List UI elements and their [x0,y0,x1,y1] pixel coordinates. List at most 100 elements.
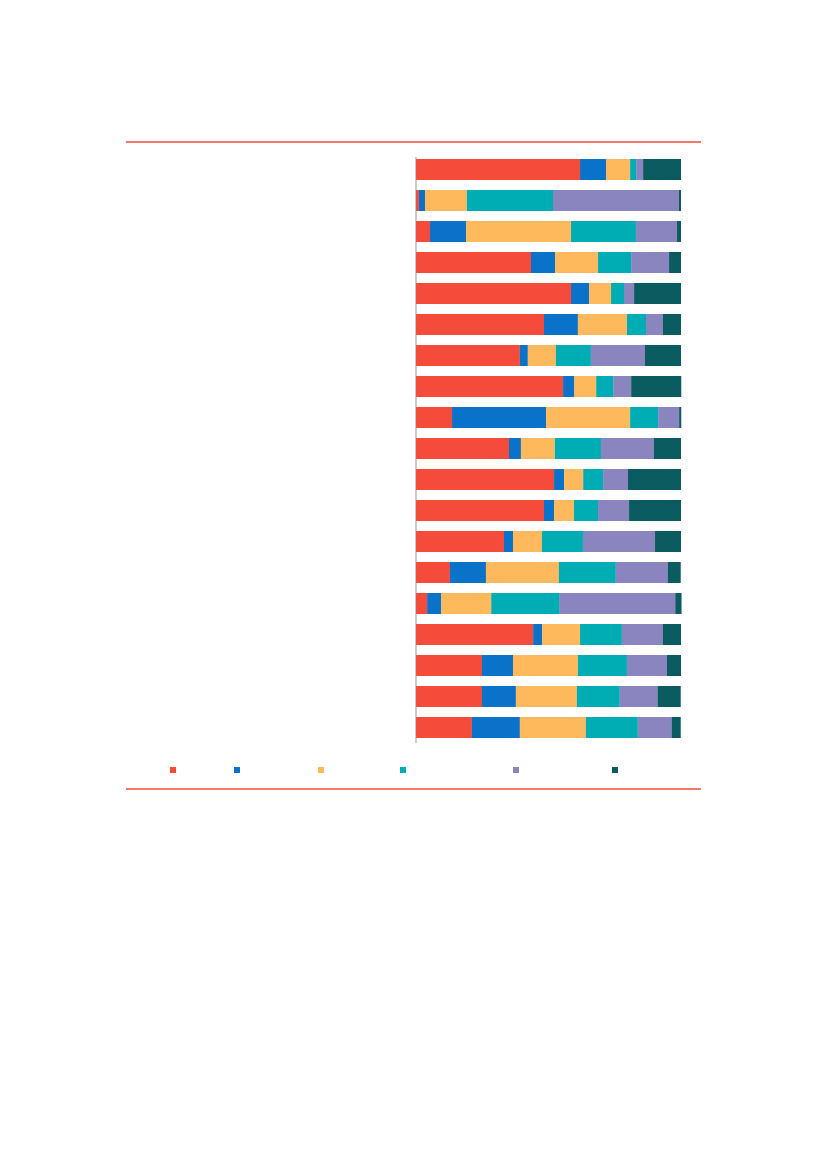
bar-segment [574,376,597,397]
bar-segment [554,500,574,521]
bar-segment [416,252,532,273]
bar-segment [485,562,559,583]
bar-segment [580,159,607,180]
bar-segment [416,438,510,459]
bar-segment [583,469,604,490]
bar-segment [555,345,591,366]
bar-segment [533,624,543,645]
bar-segment [427,593,442,614]
bar-segment [471,717,520,738]
legend-swatch [234,767,240,773]
bar-segment [519,345,528,366]
legend-swatch [400,767,406,773]
bar-segment [635,221,678,242]
bar-segment [527,345,556,366]
bar-segment [416,345,520,366]
bar-segment [628,469,681,490]
bar-segment [667,562,681,583]
bar-segment [416,593,428,614]
bar-segment [589,283,612,304]
bar-segment [598,252,632,273]
bar-segment [621,624,663,645]
bar-segment [634,283,681,304]
bar-segment [519,717,586,738]
bar-segment [677,221,681,242]
bar-segment [543,314,578,335]
bar-segment [577,655,627,676]
bar-segment [466,190,554,211]
bar-segment [571,283,590,304]
bar-segment [503,531,513,552]
bar-segment [658,407,680,428]
bar-segment [416,624,534,645]
bar-segment [636,159,644,180]
bar-segment [520,438,555,459]
bar-segment [582,531,656,552]
bar-segment [600,438,654,459]
bar-segment [541,531,583,552]
bar-segment [416,562,450,583]
bar-segment [509,438,521,459]
bar-segment [615,562,668,583]
legend-swatch [612,767,618,773]
bar-segment [512,655,578,676]
bar-segment [491,593,560,614]
bar-segment [669,252,681,273]
bar-segment [675,593,682,614]
bar-segment [441,593,492,614]
bar-segment [666,655,681,676]
bar-segment [449,562,486,583]
bar-segment [571,221,636,242]
bar-segment [416,686,482,707]
bar-segment [653,438,681,459]
bar-segment [416,159,581,180]
bar-segment [585,717,638,738]
bar-segment [554,438,601,459]
bar-segment [416,469,555,490]
bar-segment [543,500,555,521]
bar-segment [416,314,544,335]
bar-segment [631,252,670,273]
bar-segment [559,593,676,614]
bar-segment [637,717,672,738]
bar-segment [644,345,681,366]
bar-segment [631,376,682,397]
bar-segment [596,376,614,397]
bar-segment [573,500,599,521]
bar-segment [481,686,516,707]
bar-segment [546,407,631,428]
bar-segment [563,376,575,397]
bar-segment [619,686,658,707]
bar-segment [418,190,426,211]
bar-segment [416,717,472,738]
bar-segment [416,531,504,552]
bar-segment [577,314,627,335]
bar-segment [655,531,681,552]
bar-segment [416,376,564,397]
legend-swatch [318,767,324,773]
bar-segment [512,531,542,552]
bar-segment [542,624,581,645]
bar-segment [564,469,584,490]
bar-segment [606,159,631,180]
bar-segment [481,655,513,676]
bar-segment [626,655,667,676]
bar-segment [580,624,622,645]
bar-segment [416,190,419,211]
bar-segment [679,407,682,428]
bar-segment [416,655,482,676]
bar-segment [466,221,572,242]
bar-segment [657,686,681,707]
bar-segment [626,314,647,335]
bar-segment [662,624,681,645]
bar-segment [611,283,625,304]
bar-segment [629,500,681,521]
bar-segment [555,252,599,273]
bar-segment [643,159,681,180]
bar-segment [603,469,628,490]
bar-segment [590,345,645,366]
bar-segment [430,221,467,242]
bar-segment [671,717,681,738]
